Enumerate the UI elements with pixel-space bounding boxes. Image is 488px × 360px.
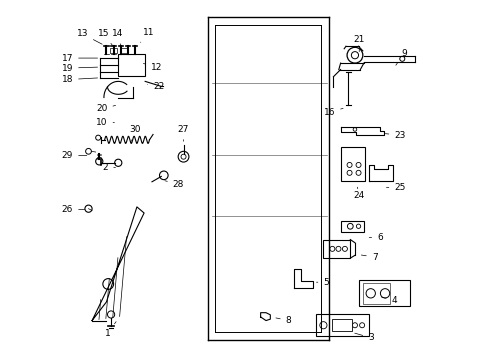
- Text: 21: 21: [353, 35, 364, 51]
- Text: 19: 19: [61, 64, 98, 73]
- Text: 13: 13: [77, 30, 102, 44]
- Circle shape: [342, 246, 346, 251]
- Circle shape: [115, 159, 122, 166]
- Bar: [118, 54, 145, 76]
- Text: 9: 9: [395, 49, 406, 65]
- Text: 12: 12: [143, 63, 162, 72]
- Text: 17: 17: [61, 54, 98, 63]
- Circle shape: [107, 311, 115, 318]
- Circle shape: [366, 289, 375, 298]
- Circle shape: [102, 279, 113, 289]
- Circle shape: [355, 162, 360, 167]
- Circle shape: [346, 170, 351, 175]
- Circle shape: [181, 154, 185, 159]
- Text: 26: 26: [61, 205, 84, 214]
- Text: 18: 18: [61, 75, 98, 84]
- Text: 27: 27: [178, 125, 189, 141]
- Circle shape: [85, 205, 92, 212]
- Circle shape: [380, 289, 389, 298]
- Text: 25: 25: [386, 183, 405, 192]
- Text: 2: 2: [102, 163, 115, 172]
- Circle shape: [96, 158, 102, 165]
- Circle shape: [85, 148, 91, 154]
- Bar: [110, 48, 117, 53]
- Circle shape: [346, 162, 351, 167]
- Circle shape: [335, 246, 340, 251]
- Circle shape: [356, 224, 360, 228]
- Text: 20: 20: [96, 104, 115, 113]
- Bar: [340, 147, 364, 181]
- Bar: [362, 283, 389, 304]
- Circle shape: [346, 47, 362, 63]
- Text: 6: 6: [368, 233, 382, 242]
- Circle shape: [352, 128, 356, 131]
- Text: 15: 15: [98, 30, 112, 45]
- Circle shape: [355, 170, 360, 175]
- Text: 11: 11: [140, 28, 155, 42]
- Text: 14: 14: [111, 30, 122, 45]
- Bar: [340, 221, 363, 232]
- Circle shape: [399, 56, 404, 61]
- Text: 10: 10: [96, 118, 114, 127]
- Circle shape: [178, 151, 188, 162]
- Bar: [332, 319, 351, 330]
- Bar: [121, 48, 127, 53]
- Text: 22: 22: [147, 82, 164, 91]
- Circle shape: [352, 323, 357, 328]
- Text: 1: 1: [104, 321, 116, 338]
- Text: 8: 8: [275, 316, 291, 325]
- Circle shape: [346, 224, 352, 229]
- Text: 28: 28: [164, 180, 184, 189]
- Bar: [359, 280, 409, 306]
- Circle shape: [319, 321, 326, 329]
- Text: 5: 5: [316, 278, 328, 287]
- Text: 23: 23: [385, 131, 405, 140]
- Text: 29: 29: [61, 151, 87, 160]
- Text: 16: 16: [323, 108, 343, 117]
- Circle shape: [351, 51, 358, 59]
- Circle shape: [159, 171, 168, 180]
- Bar: [323, 239, 349, 258]
- Circle shape: [96, 135, 101, 140]
- Bar: [316, 315, 368, 336]
- Text: 30: 30: [129, 125, 141, 141]
- Circle shape: [329, 246, 334, 251]
- Text: 24: 24: [353, 187, 364, 201]
- Text: 3: 3: [354, 333, 373, 342]
- Text: 7: 7: [361, 253, 377, 262]
- Circle shape: [359, 323, 364, 328]
- Text: 4: 4: [381, 296, 396, 305]
